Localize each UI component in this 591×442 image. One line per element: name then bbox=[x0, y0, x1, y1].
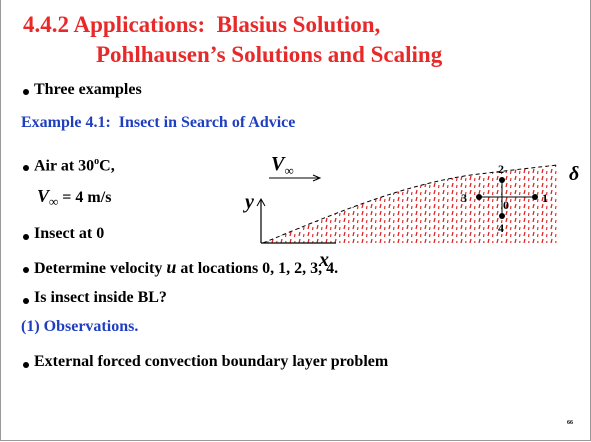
superscript: o bbox=[94, 156, 100, 167]
subscript: ∞ bbox=[284, 163, 293, 178]
bullet-text: External forced convection boundary laye… bbox=[34, 353, 389, 370]
arrow-head bbox=[312, 174, 322, 182]
symbol: u bbox=[166, 257, 177, 277]
bullet-text: Three examples bbox=[34, 81, 142, 98]
point bbox=[476, 194, 482, 200]
text: = 4 m/s bbox=[58, 189, 112, 206]
section-heading: (1) Observations. bbox=[21, 318, 139, 335]
bullet bbox=[23, 165, 29, 171]
bullet bbox=[23, 298, 29, 304]
text: at locations 0, 1, 2, 3, 4. bbox=[176, 260, 339, 277]
bullet bbox=[23, 362, 29, 368]
point bbox=[499, 177, 505, 183]
bullet-text: Determine velocity u at locations 0, 1, … bbox=[34, 257, 338, 278]
text: Determine velocity bbox=[34, 260, 167, 277]
point-label: 0 bbox=[503, 198, 509, 212]
symbol: V bbox=[37, 186, 50, 206]
point-label: 4 bbox=[498, 221, 504, 235]
point-label: 3 bbox=[461, 191, 467, 205]
bullet-text: Air at 30oC, bbox=[34, 156, 115, 175]
title-line: Pohlhausen’s Solutions and Scaling bbox=[96, 42, 443, 67]
bullet bbox=[23, 234, 29, 240]
free-stream-label: V∞ bbox=[271, 153, 294, 178]
boundary-edge bbox=[262, 164, 558, 244]
bullet-text: Is insect inside BL? bbox=[34, 289, 167, 306]
page-number: 66 bbox=[567, 420, 573, 426]
point bbox=[532, 194, 538, 200]
thickness-label: δ bbox=[569, 163, 579, 185]
text: Air at 30 bbox=[34, 157, 95, 175]
bullet bbox=[23, 267, 29, 273]
arrow-head bbox=[256, 197, 266, 207]
point bbox=[499, 213, 505, 219]
example-heading: Example 4.1: Insect in Search of Advice bbox=[21, 114, 296, 131]
point-label: 1 bbox=[542, 191, 548, 205]
x-axis-label: x bbox=[318, 249, 329, 271]
title-line: 4.4.2 Applications: Blasius Solution, bbox=[23, 12, 381, 37]
velocity-text: V∞ = 4 m/s bbox=[37, 186, 111, 210]
point-label: 2 bbox=[498, 162, 504, 176]
text: C, bbox=[99, 157, 115, 175]
boundary-layer bbox=[263, 165, 557, 243]
bullet bbox=[23, 89, 29, 95]
symbol: V bbox=[271, 153, 286, 175]
subscript: ∞ bbox=[49, 194, 59, 209]
bullet-text: Insect at 0 bbox=[34, 225, 105, 242]
y-axis-label: y bbox=[243, 191, 254, 213]
